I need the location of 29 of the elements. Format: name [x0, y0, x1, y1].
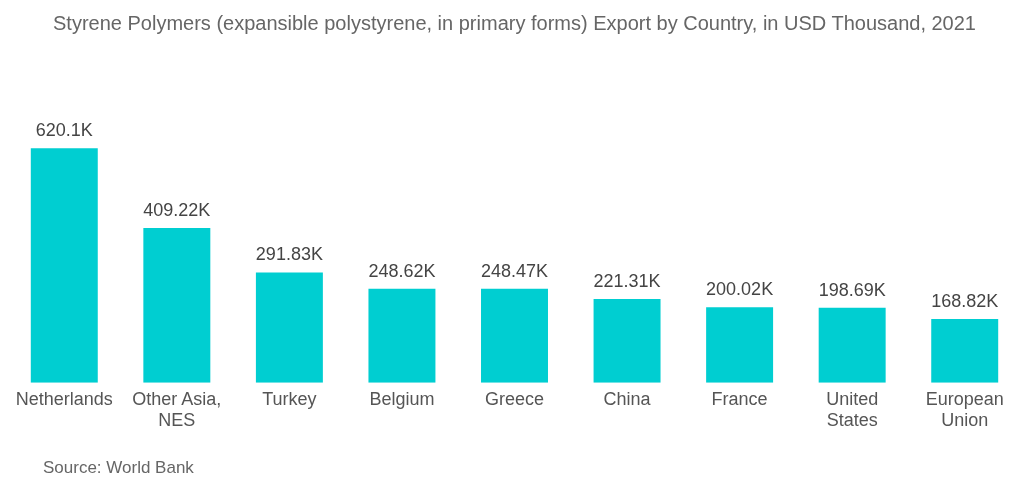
data-label: 248.47K	[480, 260, 549, 281]
x-tick-label: Netherlands	[15, 388, 113, 409]
data-label: 198.69K	[818, 279, 886, 300]
bar	[30, 148, 98, 383]
x-tick-label: China	[603, 388, 652, 409]
x-tick-label: European Union	[925, 388, 1004, 431]
bar	[931, 318, 999, 383]
bar	[255, 272, 323, 383]
bar	[593, 299, 661, 383]
bar	[706, 307, 774, 383]
bar	[818, 307, 886, 383]
chart-title: Styrene Polymers (expansible polystyrene, in primary forms) Export by Country, in USD Thousand, 2021	[52, 11, 977, 36]
bar	[481, 288, 548, 383]
x-tick-label: Belgium	[369, 388, 435, 409]
source-note: Source: World Bank	[42, 458, 195, 478]
bar	[368, 288, 436, 383]
x-tick-label: Other Asia, NES	[132, 388, 222, 431]
data-label: 221.31K	[593, 271, 661, 292]
x-tick-label: United States	[826, 388, 879, 431]
x-tick-label: France	[711, 388, 768, 409]
data-label: 200.02K	[706, 279, 774, 300]
x-tick-label: Turkey	[262, 388, 317, 409]
data-label: 248.62K	[368, 260, 436, 281]
data-label: 620.1K	[35, 120, 93, 141]
bar	[143, 228, 211, 383]
x-tick-label: Greece	[484, 388, 545, 409]
data-label: 168.82K	[931, 290, 999, 311]
data-label: 291.83K	[255, 244, 323, 265]
data-label: 409.22K	[143, 199, 211, 220]
